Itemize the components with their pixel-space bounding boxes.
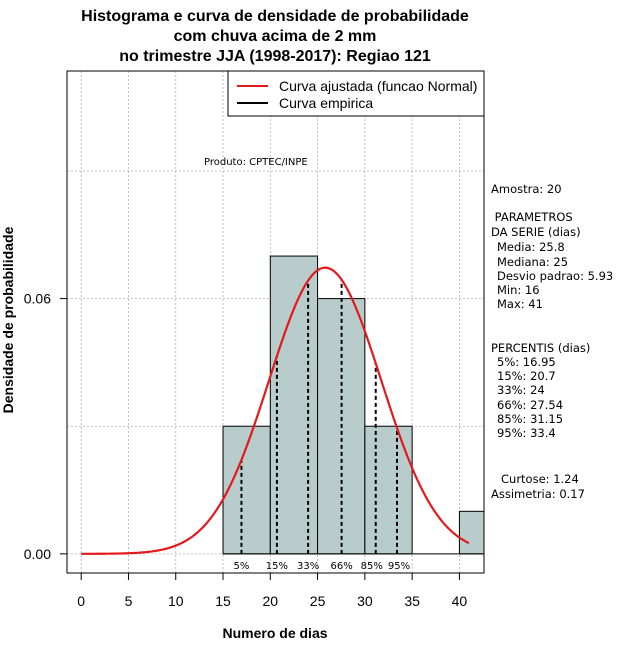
stat-mean: Media: 25.8 [497, 240, 565, 254]
stat-p15: 15%: 20.7 [497, 369, 556, 383]
stat-percentiles-title: PERCENTIS (dias) [491, 341, 590, 355]
axes: 0 5 10 15 20 25 30 35 40 0.00 0.06 [24, 291, 468, 609]
y-tick-label: 0.06 [24, 291, 51, 307]
chart-title-line-1: Histograma e curva de densidade de proba… [81, 8, 469, 25]
stat-median: Mediana: 25 [497, 255, 568, 269]
y-axis-label: Densidade de probabilidade [0, 226, 16, 413]
stat-stddev: Desvio padrao: 5.93 [497, 269, 613, 283]
stat-p05: 5%: 16.95 [497, 355, 556, 369]
x-tick-label: 0 [77, 593, 85, 609]
normal-curve [81, 266, 470, 555]
stat-kurtosis: Curtose: 1.24 [501, 472, 579, 486]
histogram-bar [458, 510, 485, 555]
legend-label-normal: Curva ajustada (funcao Normal) [279, 78, 477, 94]
percentile-label: 66% [330, 561, 352, 572]
stat-p33: 33%: 24 [497, 383, 545, 397]
histogram-bar [364, 425, 413, 555]
stat-min: Min: 16 [497, 283, 540, 297]
stat-p85: 85%: 31.15 [497, 412, 563, 426]
legend: Curva ajustada (funcao Normal) Curva emp… [227, 70, 485, 117]
percentile-label: 5% [234, 561, 250, 572]
chart-title-line-2: com chuva acima de 2 mm [174, 28, 377, 45]
stat-max: Max: 41 [497, 297, 543, 311]
x-tick-label: 25 [310, 593, 326, 609]
legend-label-empirical: Curva empirica [279, 95, 373, 111]
stats-panel: Amostra: 20 PARAMETROS DA SERIE (dias) M… [491, 182, 613, 501]
credit-text: Produto: CPTEC/INPE [204, 157, 308, 168]
x-tick-label: 20 [263, 593, 279, 609]
stat-p66: 66%: 27.54 [497, 398, 563, 412]
x-tick-label: 10 [168, 593, 184, 609]
legend-box [227, 70, 485, 117]
percentile-lines: 5% 15% 33% 66% 85% 95% [234, 279, 410, 572]
stat-p95: 95%: 33.4 [497, 426, 556, 440]
x-tick-label: 35 [404, 593, 420, 609]
stat-params-title-1: PARAMETROS [491, 210, 573, 224]
percentile-label: 15% [266, 561, 288, 572]
percentile-label: 33% [297, 561, 319, 572]
percentile-label: 95% [388, 561, 410, 572]
x-tick-label: 40 [452, 593, 468, 609]
stat-skewness: Assimetria: 0.17 [491, 487, 585, 501]
x-tick-label: 5 [125, 593, 133, 609]
x-tick-label: 15 [215, 593, 231, 609]
stat-sample-size: Amostra: 20 [491, 182, 562, 196]
chart-title-line-3: no trimestre JJA (1998-2017): Regiao 121 [119, 48, 431, 65]
x-axis-label: Numero de dias [222, 625, 327, 641]
normal-curve-path [81, 266, 470, 555]
percentile-label: 85% [361, 561, 383, 572]
y-tick-label: 0.00 [24, 546, 51, 562]
stat-params-title-2: DA SERIE (dias) [491, 225, 581, 239]
x-tick-label: 30 [357, 593, 373, 609]
